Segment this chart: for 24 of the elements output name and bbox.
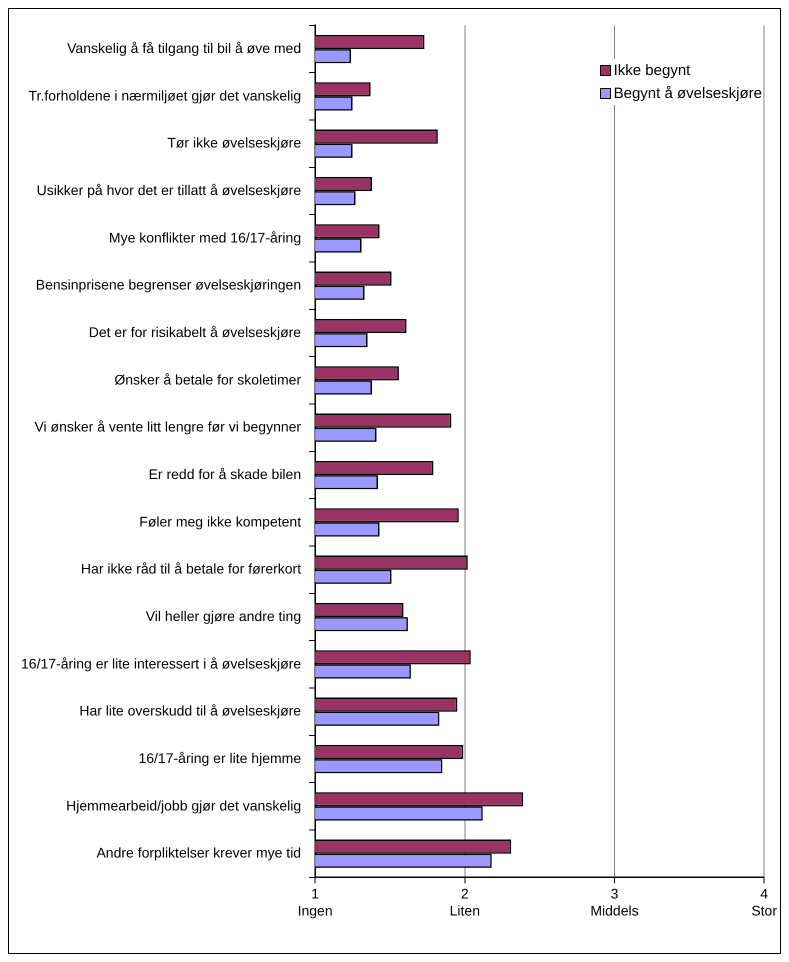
y-tick-label: Usikker på hvor det er tillatt å øvelseskjøre (36, 182, 302, 198)
legend-label: Ikke begynt (614, 61, 690, 81)
x-tick-label: 3 Middels (590, 886, 639, 918)
y-tick-label: Føler meg ikke kompetent (139, 513, 302, 530)
y-tick-label: Det er for risikabelt å øvelseskjøre (88, 324, 302, 340)
y-tick-label: Mye konflikter med 16/17-åring (108, 229, 302, 246)
x-tick-label: 4 Stor (751, 886, 778, 918)
y-tick-label: 16/17-åring er lite interessert i å øvelseskjøre (21, 655, 302, 672)
legend-label: Begynt å øvelseskjøre (614, 84, 762, 104)
y-tick-label: Ønsker å betale for skoletimer (114, 371, 302, 388)
y-tick-label: Hjemmearbeid/jobb gjør det vanskelig (66, 797, 302, 814)
x-tick-label: 2 Liten (450, 886, 480, 918)
y-tick-label: Har lite overskudd til å øvelseskjøre (79, 702, 302, 719)
x-tick-label: 1 Ingen (298, 886, 333, 918)
y-tick-label: Bensinprisene begrenser øvelseskjøringen (36, 276, 302, 293)
y-tick-label: 16/17-åring er lite hjemme (138, 750, 302, 766)
y-tick-label: Tr.forholdene i nærmiljøet gjør det vanskelig (28, 87, 302, 104)
y-tick-label: Vanskelig å få tilgang til bil å øve med (67, 40, 302, 56)
y-tick-label: Er redd for å skade bilen (148, 466, 302, 482)
y-tick-label: Tør ikke øvelseskjøre (167, 134, 302, 151)
y-tick-label: Andre forpliktelser krever mye tid (96, 844, 302, 861)
y-tick-label: Vil heller gjøre andre ting (146, 608, 302, 624)
y-tick-label: Vi ønsker å vente litt lengre før vi begynner (34, 418, 302, 435)
y-tick-label: Har ikke råd til å betale for førerkort (80, 560, 302, 577)
